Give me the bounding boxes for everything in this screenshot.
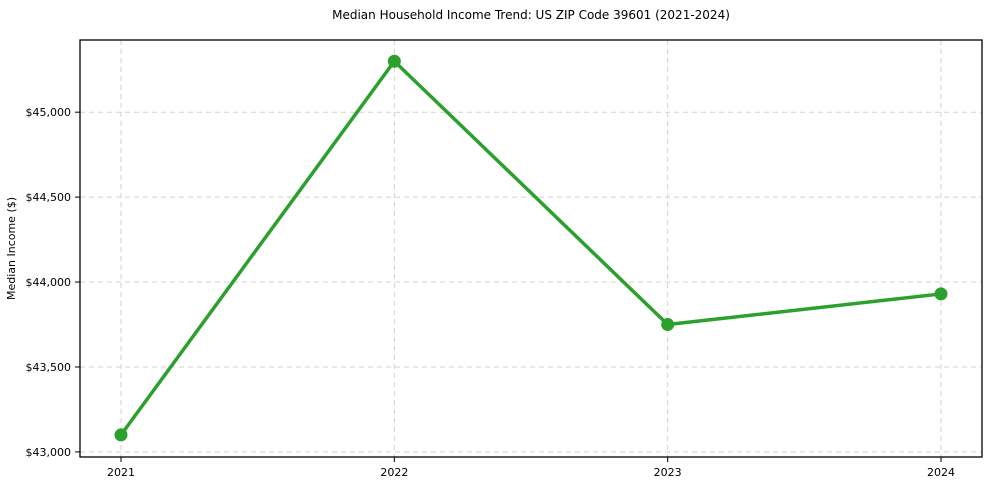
plot-border <box>79 39 983 458</box>
y-tick-label: $43,500 <box>26 361 72 374</box>
data-point-marker <box>661 318 675 332</box>
x-tick-label: 2024 <box>927 466 955 479</box>
income-trend-line <box>119 59 943 437</box>
y-axis-label: Median Income ($) <box>5 197 18 300</box>
x-tick-label: 2022 <box>380 466 408 479</box>
x-tick-label: 2023 <box>654 466 682 479</box>
data-point-marker <box>387 54 401 68</box>
y-tick-label: $43,000 <box>26 446 72 459</box>
chart-title: Median Household Income Trend: US ZIP Co… <box>332 8 730 22</box>
y-tick-label: $45,000 <box>26 106 72 119</box>
y-tick-label: $44,000 <box>26 276 72 289</box>
x-tick-label: 2021 <box>107 466 135 479</box>
data-point-marker <box>114 428 128 442</box>
y-tick-label: $44,500 <box>26 191 72 204</box>
data-point-marker <box>934 287 948 301</box>
